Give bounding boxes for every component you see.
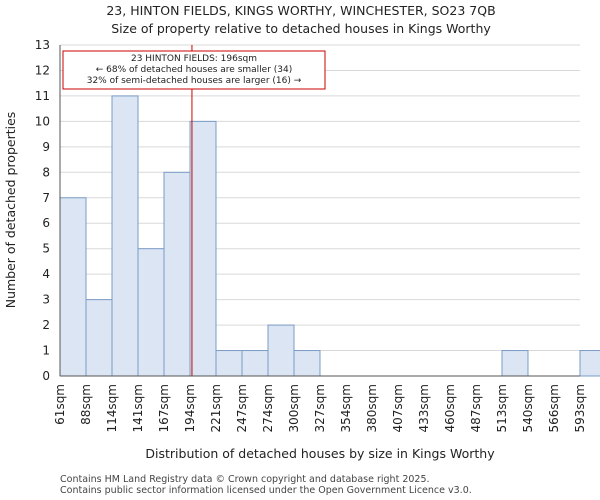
y-tick-label: 2 xyxy=(42,318,50,332)
annotation-frame xyxy=(62,50,326,90)
bar-274sqm xyxy=(267,324,295,377)
x-tick-label: 247sqm xyxy=(235,384,249,432)
footer-line-1: Contains HM Land Registry data © Crown c… xyxy=(60,474,430,485)
x-tick-label: 433sqm xyxy=(417,384,431,432)
bar-513sqm xyxy=(501,350,529,377)
x-tick-label: 88sqm xyxy=(79,384,93,425)
bar-141sqm xyxy=(137,248,165,377)
x-tick-label: 114sqm xyxy=(105,384,119,432)
y-tick-label: 9 xyxy=(42,140,50,154)
x-tick-label: 380sqm xyxy=(365,384,379,432)
x-tick-label: 300sqm xyxy=(287,384,301,432)
y-tick-label: 5 xyxy=(42,242,50,256)
y-tick-label: 6 xyxy=(42,216,50,230)
x-tick-label: 167sqm xyxy=(157,384,171,432)
y-tick-label: 1 xyxy=(42,344,50,358)
bar-300sqm xyxy=(293,350,321,377)
x-tick-label: 407sqm xyxy=(391,384,405,432)
y-tick-label: 11 xyxy=(35,89,50,103)
y-tick-label: 4 xyxy=(42,267,50,281)
bar-221sqm xyxy=(215,350,243,377)
x-tick-label: 487sqm xyxy=(469,384,483,432)
y-tick-label: 7 xyxy=(42,191,50,205)
chart-title: 23, HINTON FIELDS, KINGS WORTHY, WINCHES… xyxy=(106,3,495,18)
y-tick-label: 0 xyxy=(42,369,50,383)
bar-114sqm xyxy=(111,95,139,377)
y-axis-label: Number of detached properties xyxy=(3,112,18,309)
annotation-line-2: ← 68% of detached houses are smaller (34… xyxy=(96,65,293,75)
x-tick-label: 221sqm xyxy=(209,384,223,432)
x-tick-label: 513sqm xyxy=(495,384,509,432)
annotation-line-1: 23 HINTON FIELDS: 196sqm xyxy=(131,54,257,64)
bar-593sqm xyxy=(579,350,600,377)
x-tick-label: 354sqm xyxy=(339,384,353,432)
x-tick-label: 540sqm xyxy=(521,384,535,432)
x-tick-label: 194sqm xyxy=(183,384,197,432)
x-tick-label: 566sqm xyxy=(547,384,561,432)
x-tick-label: 141sqm xyxy=(131,384,145,432)
bar-247sqm xyxy=(241,350,269,377)
chart-subtitle: Size of property relative to detached ho… xyxy=(111,21,491,36)
x-tick-label: 61sqm xyxy=(53,384,67,425)
bar-167sqm xyxy=(163,171,191,377)
y-tick-label: 12 xyxy=(35,63,50,77)
bar-194sqm xyxy=(189,120,217,377)
x-tick-label: 460sqm xyxy=(443,384,457,432)
y-tick-label: 10 xyxy=(35,114,50,128)
y-tick-label: 3 xyxy=(42,293,50,307)
annotation-line-3: 32% of semi-detached houses are larger (… xyxy=(87,76,302,86)
x-tick-label: 274sqm xyxy=(261,384,275,432)
bar-61sqm xyxy=(59,197,87,377)
x-tick-label: 327sqm xyxy=(313,384,327,432)
y-tick-label: 13 xyxy=(35,38,50,52)
bars xyxy=(59,95,600,377)
annotation-box: 23 HINTON FIELDS: 196sqm ← 68% of detach… xyxy=(62,50,326,90)
bar-88sqm xyxy=(85,299,113,377)
y-tick-label: 8 xyxy=(42,165,50,179)
x-tick-label: 593sqm xyxy=(573,384,587,432)
footer-line-2: Contains public sector information licen… xyxy=(60,485,472,496)
x-axis-label: Distribution of detached houses by size … xyxy=(145,446,495,461)
x-ticks: 61sqm 88sqm 114sqm 141sqm 167sqm 194sqm 221sqm… xyxy=(53,384,587,432)
